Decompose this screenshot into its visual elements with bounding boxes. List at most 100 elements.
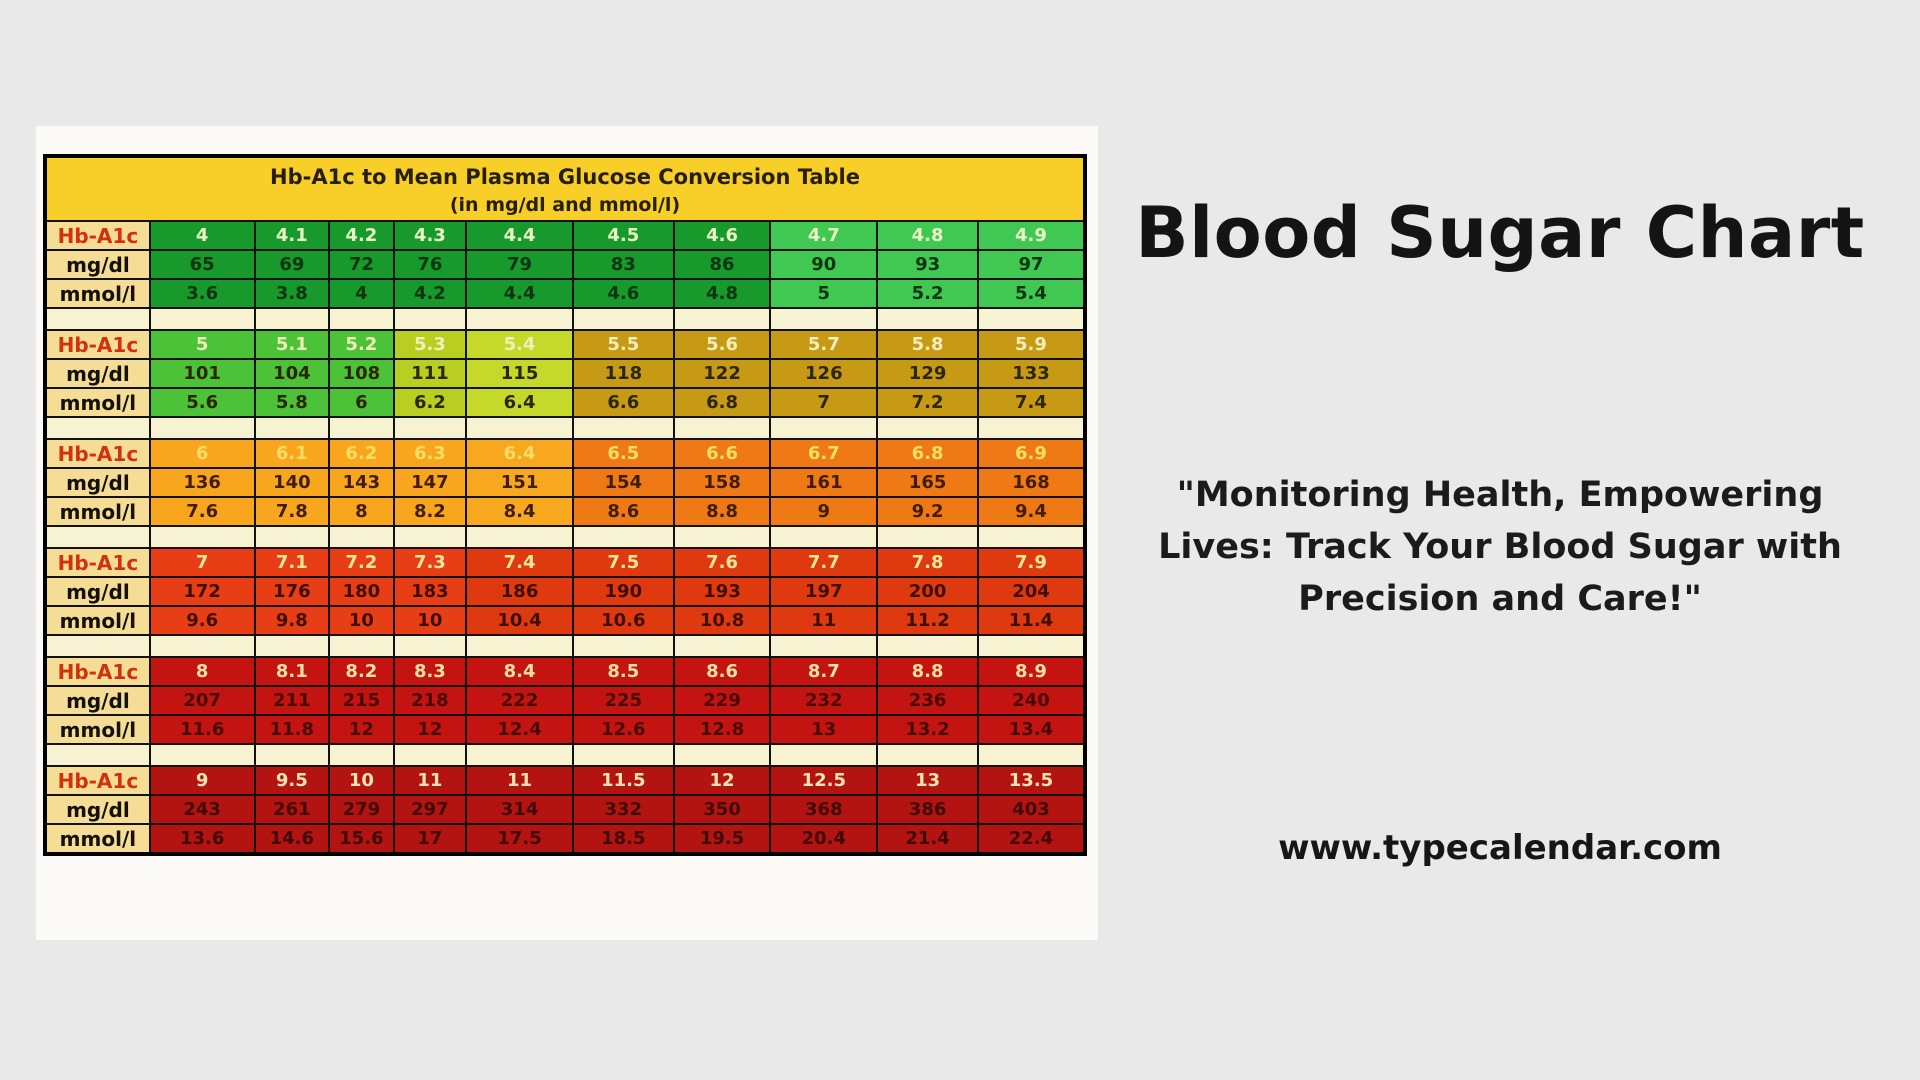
cell-mmol-b5-c4: 12: [392, 714, 468, 745]
cell-a1c-b6-c2: 9.5: [253, 765, 331, 796]
cell-mmol-b4-c10: 11.4: [976, 605, 1087, 636]
cell-mgdl-b5-c8: 232: [769, 685, 879, 716]
cell-mmol-b1-c4: 4.2: [392, 278, 468, 309]
cell-a1c-b6-c7: 12: [672, 765, 772, 796]
spacer-row: [44, 525, 1087, 549]
cell-a1c-b2-c4: 5.3: [392, 329, 468, 360]
cell-a1c-b3-c3: 6.2: [328, 438, 395, 469]
cell-mmol-b2-c6: 6.6: [571, 387, 675, 418]
cell-mmol-b6-c9: 21.4: [876, 823, 979, 855]
cell-mmol-b3-c2: 7.8: [253, 496, 331, 527]
cell-a1c-b2-c10: 5.9: [976, 329, 1087, 360]
cell-mgdl-b3-c2: 140: [253, 467, 331, 498]
row-label-a1c: Hb-A1c: [44, 438, 151, 469]
block-2-row-a1c: Hb-A1c 5 5.1 5.2 5.3 5.4 5.5 5.6 5.7 5.8 5.9: [44, 329, 1087, 360]
cell-mmol-b4-c6: 10.6: [571, 605, 675, 636]
row-label-a1c: Hb-A1c: [44, 220, 151, 251]
cell-mgdl-b6-c5: 314: [465, 794, 574, 825]
cell-a1c-b4-c7: 7.6: [672, 547, 772, 578]
cell-mmol-b5-c7: 12.8: [672, 714, 772, 745]
spacer-cell: [253, 743, 331, 767]
cell-mmol-b2-c8: 7: [769, 387, 879, 418]
cell-a1c-b1-c6: 4.5: [571, 220, 675, 251]
cell-a1c-b1-c7: 4.6: [672, 220, 772, 251]
block-6-row-mmol: mmol/l 13.6 14.6 15.6 17 17.5 18.5 19.5 20.4 21.4…: [44, 823, 1087, 855]
page-title: Blood Sugar Chart: [1135, 192, 1865, 274]
cell-mmol-b2-c3: 6: [328, 387, 395, 418]
spacer-cell: [148, 525, 256, 549]
row-label-mgdl: mg/dl: [44, 467, 151, 498]
cell-mgdl-b4-c4: 183: [392, 576, 468, 607]
spacer-cell: [769, 743, 879, 767]
cell-a1c-b2-c2: 5.1: [253, 329, 331, 360]
cell-mmol-b3-c10: 9.4: [976, 496, 1087, 527]
cell-a1c-b6-c5: 11: [465, 765, 574, 796]
cell-a1c-b3-c2: 6.1: [253, 438, 331, 469]
cell-mgdl-b3-c3: 143: [328, 467, 395, 498]
cell-mmol-b6-c3: 15.6: [328, 823, 395, 855]
cell-mgdl-b3-c1: 136: [148, 467, 256, 498]
spacer-cell: [253, 634, 331, 658]
cell-mgdl-b4-c7: 193: [672, 576, 772, 607]
spacer-cell: [328, 634, 395, 658]
row-label-mmol: mmol/l: [44, 387, 151, 418]
cell-mgdl-b1-c1: 65: [148, 249, 256, 280]
cell-mmol-b6-c6: 18.5: [571, 823, 675, 855]
cell-mgdl-b4-c6: 190: [571, 576, 675, 607]
cell-mgdl-b2-c6: 118: [571, 358, 675, 389]
spacer-cell: [148, 307, 256, 331]
spacer-cell: [253, 525, 331, 549]
spacer-cell: [328, 525, 395, 549]
block-5-row-mgdl: mg/dl 207 211 215 218 222 225 229 232 236 240: [44, 685, 1087, 716]
cell-mgdl-b1-c7: 86: [672, 249, 772, 280]
block-2-row-mgdl: mg/dl 101 104 108 111 115 118 122 126 129 133: [44, 358, 1087, 389]
row-label-a1c: Hb-A1c: [44, 656, 151, 687]
cell-mgdl-b1-c10: 97: [976, 249, 1087, 280]
cell-mmol-b5-c2: 11.8: [253, 714, 331, 745]
cell-mgdl-b1-c5: 79: [465, 249, 574, 280]
cell-mmol-b3-c1: 7.6: [148, 496, 256, 527]
spacer-cell: [976, 743, 1087, 767]
cell-a1c-b1-c3: 4.2: [328, 220, 395, 251]
block-5-row-mmol: mmol/l 11.6 11.8 12 12 12.4 12.6 12.8 13 13.2 13.4: [44, 714, 1087, 745]
spacer-cell: [571, 307, 675, 331]
spacer-cell: [976, 525, 1087, 549]
cell-a1c-b1-c1: 4: [148, 220, 256, 251]
spacer-cell: [465, 307, 574, 331]
block-2-row-mmol: mmol/l 5.6 5.8 6 6.2 6.4 6.6 6.8 7 7.2 7.4: [44, 387, 1087, 418]
cell-mgdl-b6-c10: 403: [976, 794, 1087, 825]
spacer-cell: [465, 525, 574, 549]
spacer-cell: [571, 634, 675, 658]
cell-a1c-b6-c6: 11.5: [571, 765, 675, 796]
cell-mgdl-b5-c4: 218: [392, 685, 468, 716]
table-header-cell: Hb-A1c to Mean Plasma Glucose Conversion…: [44, 155, 1086, 222]
cell-mmol-b2-c2: 5.8: [253, 387, 331, 418]
cell-mgdl-b5-c7: 229: [672, 685, 772, 716]
cell-mgdl-b6-c2: 261: [253, 794, 331, 825]
cell-a1c-b6-c1: 9: [148, 765, 256, 796]
cell-mmol-b6-c10: 22.4: [976, 823, 1087, 855]
spacer-cell: [44, 525, 151, 549]
cell-mmol-b3-c8: 9: [769, 496, 879, 527]
cell-a1c-b4-c5: 7.4: [465, 547, 574, 578]
spacer-cell: [392, 307, 468, 331]
cell-mgdl-b3-c8: 161: [769, 467, 879, 498]
cell-mmol-b5-c10: 13.4: [976, 714, 1087, 745]
cell-a1c-b1-c4: 4.3: [392, 220, 468, 251]
cell-a1c-b2-c5: 5.4: [465, 329, 574, 360]
cell-mgdl-b1-c8: 90: [769, 249, 879, 280]
spacer-cell: [976, 634, 1087, 658]
spacer-cell: [769, 307, 879, 331]
cell-mmol-b1-c6: 4.6: [571, 278, 675, 309]
cell-mmol-b1-c7: 4.8: [672, 278, 772, 309]
cell-mgdl-b5-c5: 222: [465, 685, 574, 716]
cell-a1c-b4-c2: 7.1: [253, 547, 331, 578]
spacer-cell: [253, 307, 331, 331]
spacer-cell: [148, 743, 256, 767]
spacer-cell: [876, 525, 979, 549]
cell-mgdl-b2-c9: 129: [876, 358, 979, 389]
block-3-row-mmol: mmol/l 7.6 7.8 8 8.2 8.4 8.6 8.8 9 9.2 9.4: [44, 496, 1087, 527]
cell-mgdl-b3-c6: 154: [571, 467, 675, 498]
cell-mmol-b1-c2: 3.8: [253, 278, 331, 309]
